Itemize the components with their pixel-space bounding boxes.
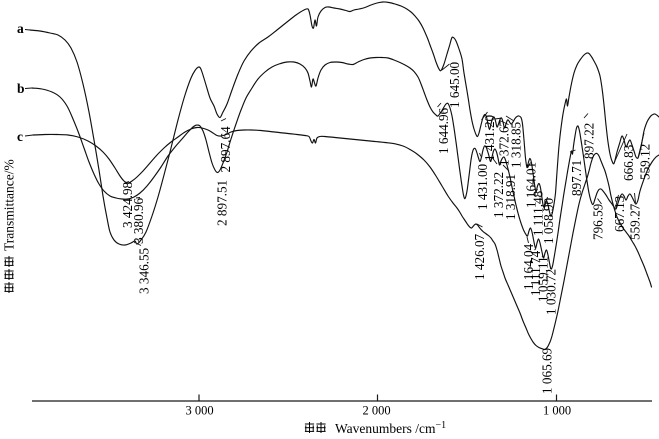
svg-text:897.71: 897.71 (569, 160, 584, 196)
svg-text:1 059.11: 1 059.11 (535, 256, 550, 302)
svg-text:b: b (17, 81, 25, 96)
svg-text:796.59: 796.59 (590, 203, 605, 240)
svg-text:1 372.67: 1 372.67 (496, 119, 511, 166)
svg-text:1 164.04: 1 164.04 (521, 243, 536, 290)
svg-text:1 164.01: 1 164.01 (523, 162, 538, 208)
svg-text:1 111.48: 1 111.48 (530, 190, 545, 236)
svg-text:1 065.69: 1 065.69 (539, 347, 554, 394)
svg-text:Transmittance/%: Transmittance/% (2, 159, 17, 251)
svg-text:3 424.98: 3 424.98 (120, 181, 135, 228)
svg-text:2 000: 2 000 (362, 404, 390, 418)
svg-text:1 431.20: 1 431.20 (482, 114, 497, 161)
svg-text:1 000: 1 000 (543, 404, 571, 418)
svg-text:1 030.72: 1 030.72 (543, 269, 558, 315)
svg-text:1 431.00: 1 431.00 (475, 163, 490, 210)
svg-text:1 111.74: 1 111.74 (528, 250, 543, 296)
svg-text:666.83: 666.83 (621, 144, 636, 181)
svg-text:2 897.64: 2 897.64 (218, 126, 233, 173)
svg-text:3 346.55: 3 346.55 (136, 247, 151, 294)
svg-text:1 372.22: 1 372.22 (491, 172, 506, 218)
svg-text:Wavenumbers /cm−1: Wavenumbers /cm−1 (335, 420, 446, 436)
svg-text:559.27: 559.27 (627, 203, 642, 240)
svg-text:667.13: 667.13 (612, 195, 627, 232)
svg-text:1 318.91: 1 318.91 (503, 174, 518, 220)
svg-text:559.12: 559.12 (637, 144, 652, 180)
svg-text:1 645.00: 1 645.00 (447, 61, 462, 108)
svg-text:1 426.07: 1 426.07 (472, 233, 487, 280)
svg-text:c: c (17, 129, 23, 144)
svg-text:a: a (17, 21, 24, 36)
svg-text:1 644.96: 1 644.96 (436, 107, 451, 154)
svg-text:3 000: 3 000 (185, 404, 213, 418)
svg-text:1 058.90: 1 058.90 (541, 197, 556, 244)
svg-text:3 380.96: 3 380.96 (131, 197, 146, 244)
svg-text:2 897.51: 2 897.51 (214, 180, 229, 226)
svg-text:897.22: 897.22 (581, 123, 596, 159)
svg-text:1 318.85: 1 318.85 (508, 121, 523, 168)
